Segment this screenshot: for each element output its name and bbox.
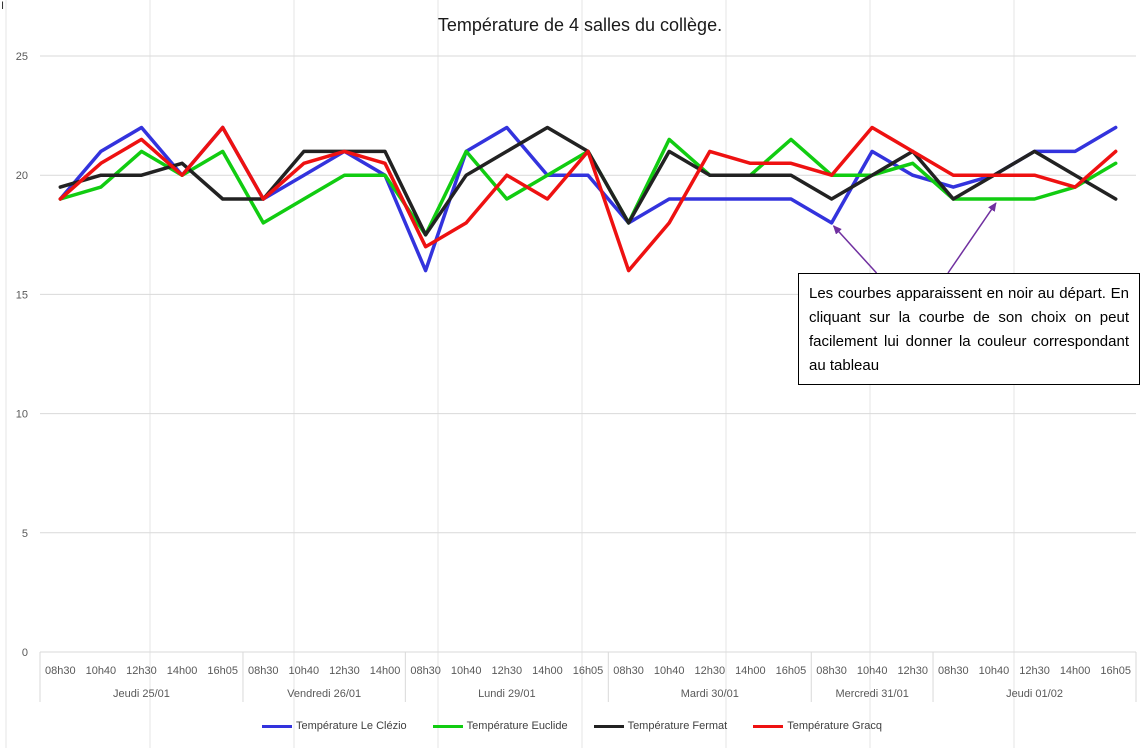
- x-group-label: Mardi 30/01: [681, 688, 739, 700]
- legend-label: Température Le Clézio: [296, 720, 407, 732]
- x-tick-label: 08h30: [248, 665, 279, 677]
- x-tick-label: 12h30: [492, 665, 523, 677]
- y-tick-label: 25: [16, 51, 28, 63]
- x-tick-label: 12h30: [126, 665, 157, 677]
- x-tick-label: 12h30: [1019, 665, 1050, 677]
- x-tick-label: 08h30: [938, 665, 969, 677]
- x-tick-label: 14h00: [167, 665, 198, 677]
- legend-label: Température Gracq: [787, 720, 882, 732]
- legend-label: Température Euclide: [466, 720, 568, 732]
- x-tick-label: 10h40: [979, 665, 1010, 677]
- x-group-label: Mercredi 31/01: [835, 688, 908, 700]
- legend-item[interactable]: Température Gracq: [753, 720, 882, 732]
- x-tick-label: 14h00: [532, 665, 563, 677]
- legend-swatch: [262, 724, 292, 728]
- x-tick-label: 08h30: [410, 665, 441, 677]
- x-tick-label: 16h05: [776, 665, 807, 677]
- x-tick-label: 12h30: [694, 665, 725, 677]
- series-line[interactable]: [58, 125, 1118, 273]
- x-tick-label: 08h30: [816, 665, 847, 677]
- y-tick-label: 0: [22, 647, 28, 659]
- legend-label: Température Fermat: [627, 720, 728, 732]
- x-tick-label: 12h30: [897, 665, 928, 677]
- legend-swatch: [593, 724, 624, 728]
- x-tick-label: 10h40: [654, 665, 685, 677]
- x-group-label: Jeudi 25/01: [113, 688, 170, 700]
- x-tick-label: 16h05: [1100, 665, 1131, 677]
- legend-item[interactable]: Température Fermat: [593, 720, 728, 732]
- x-tick-label: 08h30: [45, 665, 76, 677]
- annotation-callout: Les courbes apparaissent en noir au dépa…: [798, 273, 1140, 385]
- legend-swatch: [432, 724, 463, 728]
- y-tick-label: 15: [16, 289, 28, 301]
- x-tick-label: 16h05: [573, 665, 604, 677]
- x-tick-label: 14h00: [735, 665, 766, 677]
- annotation-arrow: [832, 225, 878, 274]
- legend-item[interactable]: Température Euclide: [432, 720, 568, 732]
- x-tick-label: 10h40: [451, 665, 482, 677]
- y-tick-label: 10: [16, 409, 28, 421]
- series-line[interactable]: [58, 125, 1118, 237]
- x-group-label: Vendredi 26/01: [287, 688, 361, 700]
- x-tick-label: 10h40: [857, 665, 888, 677]
- chart-title: Température de 4 salles du collège.: [437, 15, 723, 35]
- legend-item[interactable]: Température Le Clézio: [262, 720, 407, 732]
- x-tick-label: 14h00: [1060, 665, 1091, 677]
- x-tick-label: 12h30: [329, 665, 360, 677]
- text-cursor-icon: I: [1, 0, 5, 12]
- x-tick-label: 14h00: [370, 665, 401, 677]
- legend-swatch: [753, 724, 784, 728]
- x-group-label: Jeudi 01/02: [1006, 688, 1063, 700]
- y-tick-label: 20: [16, 170, 28, 182]
- y-tick-label: 5: [22, 528, 28, 540]
- x-tick-label: 10h40: [86, 665, 117, 677]
- x-tick-label: 08h30: [613, 665, 644, 677]
- x-group-label: Lundi 29/01: [478, 688, 536, 700]
- annotation-arrow: [947, 202, 997, 274]
- chart-legend: Température Le Clézio Température Euclide…: [0, 720, 1144, 732]
- x-tick-label: 16h05: [207, 665, 238, 677]
- x-tick-label: 10h40: [289, 665, 320, 677]
